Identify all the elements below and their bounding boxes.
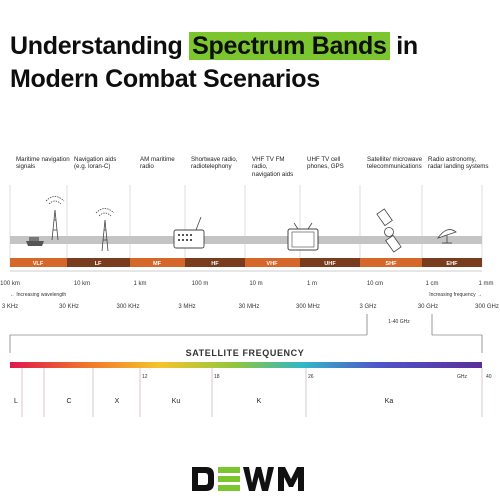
title-line2: Modern Combat Scenarios [10,65,320,93]
frequency-scale: 3 KHz 30 KHz 300 KHz 3 MHz 30 MHz 300 MH… [2,304,499,310]
frequency-label: 30 GHz [418,304,438,310]
satellite-tick: 12 [142,374,148,380]
wavelength-label: 1 m [307,281,317,287]
use-mf: AM maritime radio [140,156,175,171]
title-after: in [389,32,418,60]
use-vlf: Maritime navigation signals [16,156,70,171]
wavelength-label: 10 cm [367,281,383,287]
band-label-hf: HF [211,261,219,267]
radio-icon [173,216,205,249]
band-label-ehf: EHF [446,261,458,267]
spectrum-diagram: VLF LF MF HF VHF UHF SHF EHF 100 km 10 k… [0,185,499,417]
satellite-band-label: K [257,398,262,405]
satellite-tick: 40 [486,374,492,380]
logo-letter-e [218,467,240,491]
dewm-logo [192,467,304,491]
band-label-lf: LF [95,261,102,267]
wavelength-label: 1 km [133,281,146,287]
satellite-band-label: X [115,398,120,405]
wavelength-label: 100 km [0,281,20,287]
frequency-label: 3 KHz [2,304,18,310]
band-label-vlf: VLF [33,261,44,267]
tv-icon [287,222,319,251]
band-shf [360,258,422,267]
use-descriptions: Maritime navigation signals Navigation a… [0,156,500,196]
logo-letter-d [192,467,214,491]
band-mf [130,258,185,267]
mast-icon [45,196,65,241]
title-highlight: Spectrum Bands [189,32,390,60]
satellite-frequency-title: SATELLITE FREQUENCY [186,348,305,358]
band-vlf [10,258,67,267]
frequency-label: 3 MHz [178,304,195,310]
satellite-band-label: Ka [385,398,394,405]
band-ehf [422,258,482,267]
use-vhf: VHF TV FM radio, navigation aids [252,156,294,178]
satellite-spectrum-bar [10,362,482,368]
use-uhf: UHF TV cell phones, GPS [307,156,344,171]
band-uhf [300,258,360,267]
logo-letter-w [243,467,274,491]
wavelength-label: 1 cm [425,281,438,287]
wavelength-label: 10 m [249,281,262,287]
band-label-vhf: VHF [266,261,278,267]
use-ehf: Radio astronomy, radar landing systems [428,156,489,171]
band-lf [67,258,130,267]
band-separators [9,185,483,267]
frequency-label: 3 GHz [359,304,376,310]
page-title: Understanding Spectrum Bands in Modern C… [10,30,490,96]
satellite-band-label: L [14,398,18,405]
use-lf: Navigation aids (e.g. loran-C) [74,156,117,171]
frequency-label: 300 KHz [116,304,139,310]
satellite-dividers [21,368,483,417]
band-hf [185,258,245,267]
band-label-shf: SHF [385,261,397,267]
wavelength-note: ← Increasing wavelength [10,292,66,298]
use-shf: Satellite/ microwave telecommunications [367,156,423,171]
ghz-bracket [9,314,483,353]
use-hf: Shortwave radio, radiotelephony [191,156,238,171]
wavelength-label: 100 m [192,281,209,287]
grey-bar [10,236,482,244]
frequency-note: Increasing frequency → [429,292,482,298]
frequency-label: 300 MHz [296,304,320,310]
frequency-label: 30 MHz [239,304,260,310]
wavelength-label: 1 mm [479,281,494,287]
wavelength-scale: 100 km 10 km 1 km 100 m 10 m 1 m 10 cm 1… [0,281,493,287]
satellite-tick: 18 [214,374,220,380]
wavelength-label: 10 km [74,281,90,287]
dish-icon [436,229,457,244]
satellite-icon [376,208,402,253]
band-vhf [245,258,300,267]
frequency-label: 300 GHz [475,304,499,310]
band-label-uhf: UHF [324,261,336,267]
title-before: Understanding [10,32,190,60]
satellite-band-label: Ku [172,398,181,405]
frequency-label: 30 KHz [59,304,79,310]
satellite-tick: 26 [308,374,314,380]
band-strip: VLF LF MF HF VHF UHF SHF EHF [10,258,482,267]
satellite-tick-unit: GHz [457,374,468,380]
ship-icon [26,237,44,246]
tower-icon [95,208,115,252]
ghz-range-label: 1-40 GHz [388,319,410,325]
logo-letter-m [278,467,304,491]
satellite-band-label: C [66,398,71,405]
band-label-mf: MF [153,261,162,267]
